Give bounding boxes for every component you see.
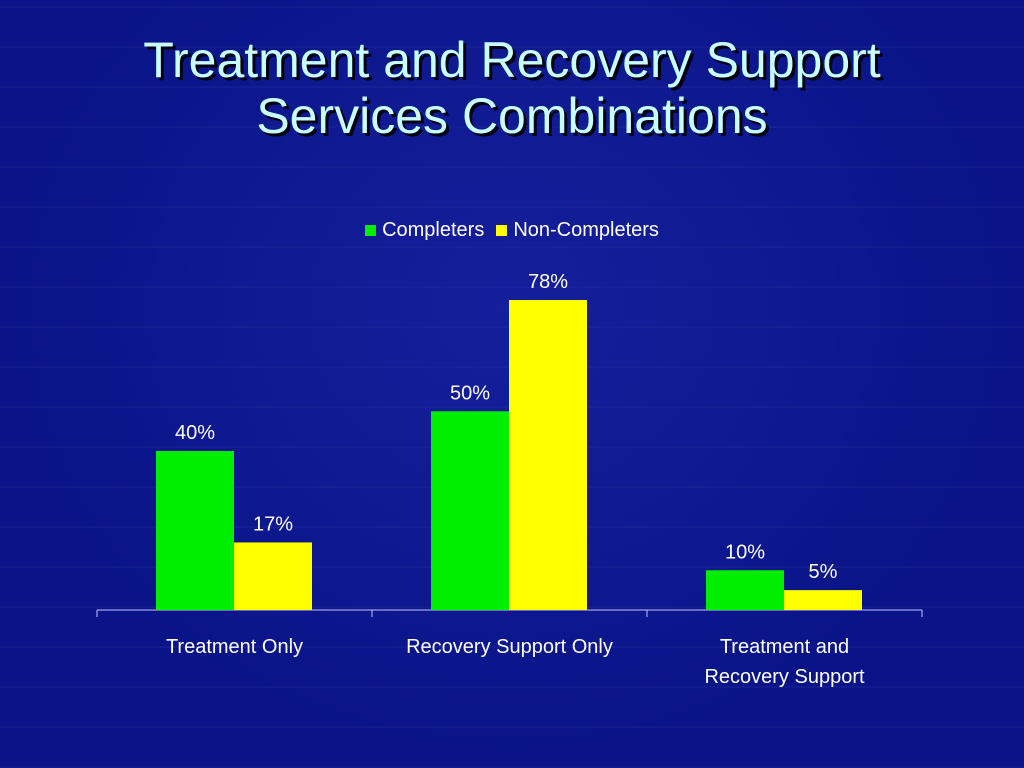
bar-completers [156,451,234,610]
x-tick-label: Treatment Only [165,636,304,658]
bar-non-completers [234,542,312,610]
legend-item-non-completers: Non-Completers [496,219,659,242]
data-label: 78% [528,271,568,293]
title-line-1: Treatment and Recovery Support [143,32,881,88]
slide-title: Treatment and Recovery Support Services … [0,32,1024,144]
bar-completers [706,570,784,610]
x-tick-label: Recovery Support Only [406,636,613,658]
data-label: 17% [253,513,293,535]
legend-label-completers: Completers [382,219,485,241]
legend-swatch-non-completers [496,225,508,236]
legend-swatch-completers [365,225,377,236]
data-label: 40% [175,422,215,444]
data-label: 50% [450,382,490,404]
data-label: 10% [725,541,765,563]
data-label: 5% [809,561,838,583]
chart-legend: Completers Non-Completers [0,219,1024,242]
bar-non-completers [784,590,862,610]
bar-non-completers [509,300,587,610]
legend-label-non-completers: Non-Completers [513,219,659,241]
title-line-2: Services Combinations [256,88,768,144]
x-tick-label: Treatment and Recovery Support [704,636,865,688]
legend-item-completers: Completers [365,219,484,242]
bar-completers [431,411,509,610]
